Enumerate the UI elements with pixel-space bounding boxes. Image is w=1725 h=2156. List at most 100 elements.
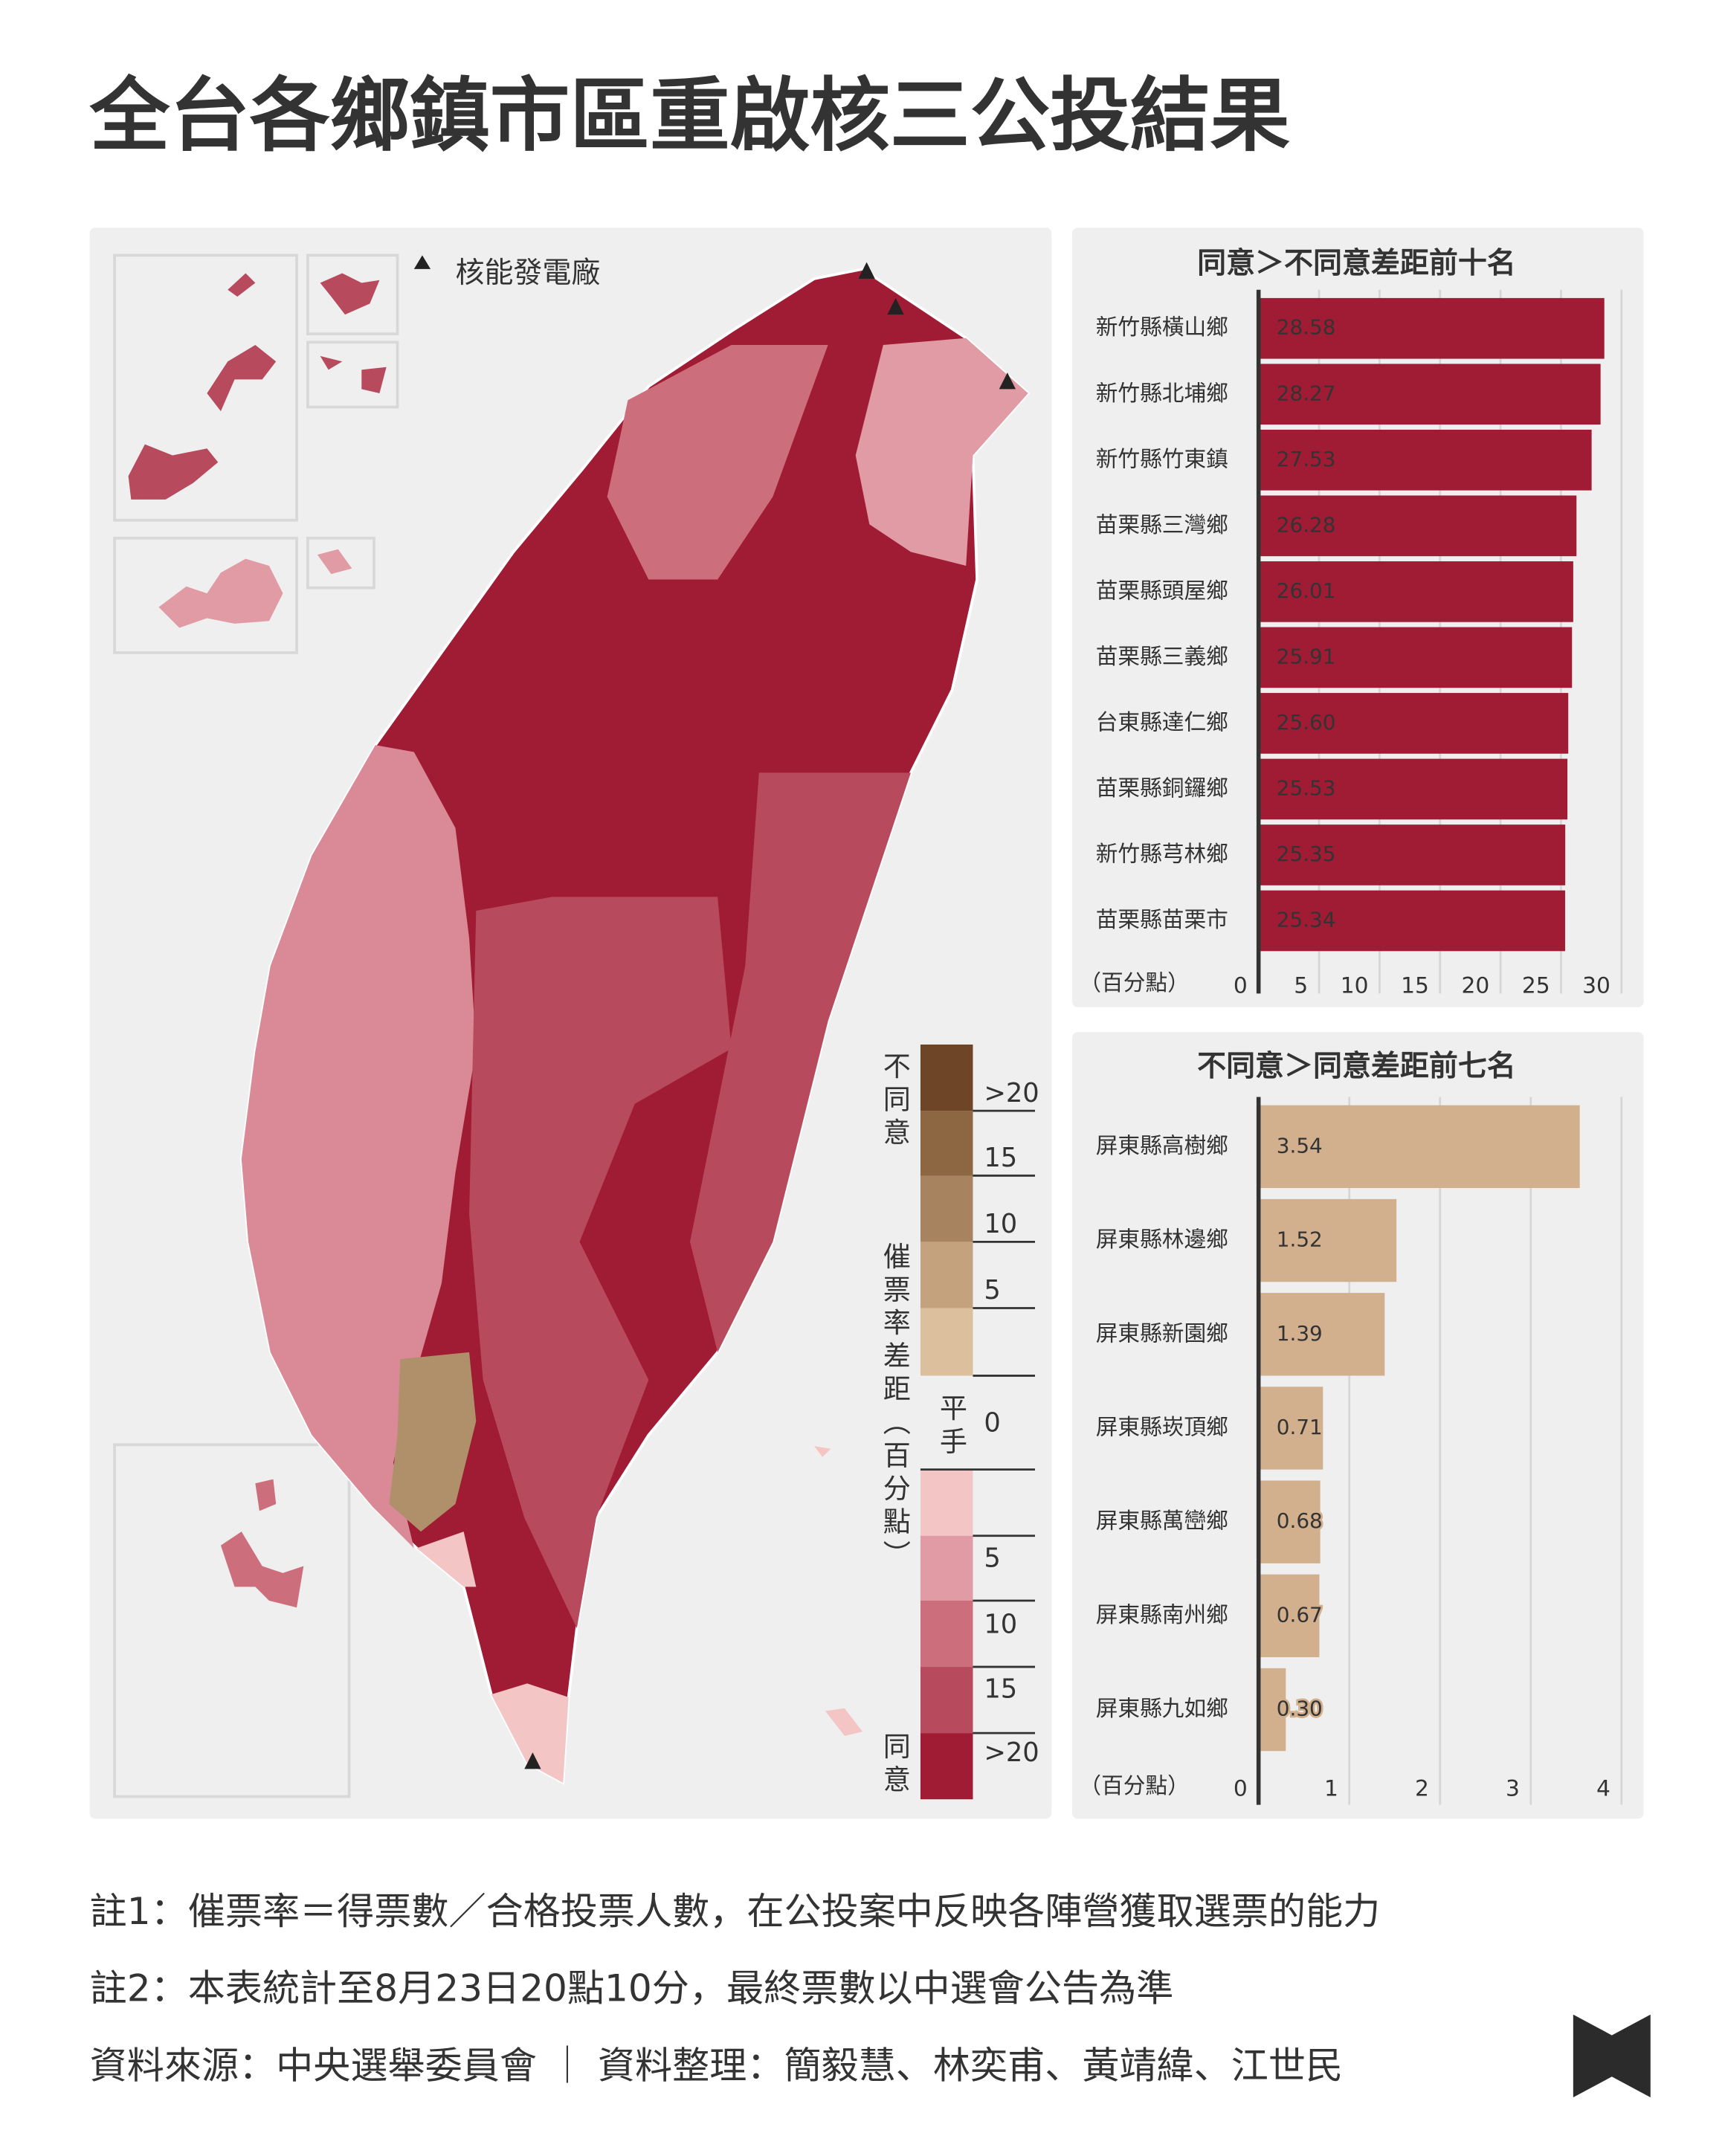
category-label: 屏東縣崁頂鄉 (1096, 1414, 1228, 1440)
legend-tick-label: 0 (984, 1407, 1000, 1438)
inset-box (113, 536, 298, 654)
legend-agree: 同意 (878, 1731, 910, 1798)
bar (1258, 364, 1601, 425)
category-label: 屏東縣南州鄉 (1096, 1602, 1228, 1628)
bar (1258, 1668, 1286, 1752)
value-label: 25.35 (1277, 842, 1336, 866)
value-label: 26.28 (1277, 512, 1336, 537)
inset-box (306, 340, 399, 409)
bar (1258, 1387, 1323, 1470)
value-label: 1.52 (1277, 1227, 1323, 1252)
legend-title: 催票率差距（百分點） (878, 1242, 911, 1572)
value-label: 0.67 (1277, 1602, 1323, 1627)
category-label: 新竹縣芎林鄉 (1096, 841, 1228, 867)
category-label: 屏東縣林邊鄉 (1096, 1227, 1228, 1253)
x-tick-label: 0 (1234, 973, 1248, 999)
x-axis-label: （百分點） (1079, 1773, 1189, 1799)
legend-swatch (920, 1469, 973, 1536)
legend-swatch (920, 1111, 973, 1178)
charts: 同意＞不同意差距前十名 0 5 10 15 20 25 30 （百分點） 新竹縣橫山鄉 28.58 新… (1072, 227, 1644, 1819)
chart-panel (1072, 1032, 1644, 1819)
region-east (690, 772, 911, 1352)
inset-box (113, 254, 298, 522)
x-tick-label: 20 (1461, 973, 1489, 999)
bar (1258, 890, 1565, 952)
legend-tick-label: 5 (984, 1275, 1000, 1305)
island (128, 273, 387, 500)
inset-box (306, 536, 375, 590)
legend-swatch (920, 1733, 973, 1800)
bar (1258, 1293, 1385, 1376)
category-label: 苗栗縣苗栗市 (1096, 907, 1228, 933)
region-north (607, 345, 828, 580)
legend-tie: 平手 (935, 1394, 967, 1460)
legend-tick-label: >20 (984, 1737, 1039, 1768)
legend-swatch (920, 1667, 973, 1734)
plant-icon (413, 255, 431, 269)
legend-disagree: 不同意 (878, 1051, 910, 1151)
category-label: 苗栗縣銅鑼鄉 (1096, 775, 1228, 801)
category-label: 新竹縣竹東鎮 (1096, 446, 1228, 472)
legend-tick-label: 15 (984, 1143, 1017, 1173)
x-tick-label: 15 (1401, 973, 1429, 999)
category-label: 屏東縣九如鄉 (1096, 1696, 1228, 1722)
note: 資料來源：中央選舉委員會 ｜ 資料整理：簡毅慧、林奕甫、黃靖緯、江世民 (90, 2044, 1343, 2088)
inset-box (113, 1443, 351, 1798)
x-tick-label: 25 (1522, 973, 1550, 999)
island (158, 549, 352, 628)
category-label: 苗栗縣三義鄉 (1096, 644, 1228, 670)
x-tick-label: 2 (1415, 1776, 1429, 1802)
bar (1258, 297, 1605, 359)
value-label: 27.53 (1277, 447, 1336, 471)
chart-title: 不同意＞同意差距前七名 (1197, 1050, 1516, 1083)
category-label: 台東縣達仁鄉 (1096, 709, 1228, 735)
legend-tick-label: 10 (984, 1609, 1017, 1639)
value-label: 25.91 (1277, 644, 1336, 668)
x-tick-label: 30 (1582, 973, 1610, 999)
legend-tick-label: >20 (984, 1078, 1039, 1108)
legend-swatch (920, 1175, 973, 1242)
x-tick-label: 10 (1341, 973, 1369, 999)
value-label: 0.71 (1277, 1415, 1323, 1439)
x-tick-label: 4 (1596, 1776, 1610, 1802)
x-tick-label: 1 (1324, 1776, 1338, 1802)
bar (1258, 1480, 1321, 1563)
bar (1258, 824, 1566, 885)
value-label: 25.34 (1277, 908, 1336, 932)
region-south-brown (389, 1352, 477, 1532)
note: 註1：催票率＝得票數／合格投票人數，在公投案中反映各陣營獲取選票的能力 (90, 1889, 1381, 1933)
region-northeast (855, 338, 1028, 566)
value-label: 1.39 (1277, 1321, 1323, 1346)
plant-label: 核能發電廠 (455, 256, 600, 290)
value-label: 28.27 (1277, 381, 1336, 405)
category-label: 苗栗縣頭屋鄉 (1096, 578, 1228, 604)
region-west (241, 745, 477, 1549)
bar (1258, 758, 1568, 820)
x-axis-label: （百分點） (1079, 970, 1189, 996)
region-pink (416, 1532, 569, 1783)
chart-title: 同意＞不同意差距前十名 (1197, 247, 1516, 280)
value-label: 26.01 (1277, 578, 1336, 603)
logo (1573, 2014, 1651, 2098)
value-label: 25.53 (1277, 775, 1336, 800)
value-label: 3.54 (1277, 1133, 1323, 1158)
x-tick-label: 5 (1294, 973, 1308, 999)
bar (1258, 627, 1573, 688)
bar (1258, 1105, 1580, 1189)
category-label: 屏東縣高樹鄉 (1096, 1133, 1228, 1159)
category-label: 屏東縣萬巒鄉 (1096, 1508, 1228, 1534)
category-label: 新竹縣北埔鄉 (1096, 381, 1228, 407)
bar (1258, 693, 1569, 754)
legend-swatch (920, 1242, 973, 1308)
category-label: 新竹縣橫山鄉 (1096, 314, 1228, 340)
legend-tick-label: 15 (984, 1674, 1017, 1705)
inset-box (306, 254, 399, 336)
value-label: 28.58 (1277, 315, 1336, 340)
region-central (469, 897, 732, 1629)
bar (1258, 561, 1573, 622)
value-label: 0.68 (1277, 1508, 1323, 1533)
value-label: 0.30 (1277, 1697, 1323, 1721)
legend-swatch (920, 1600, 973, 1668)
